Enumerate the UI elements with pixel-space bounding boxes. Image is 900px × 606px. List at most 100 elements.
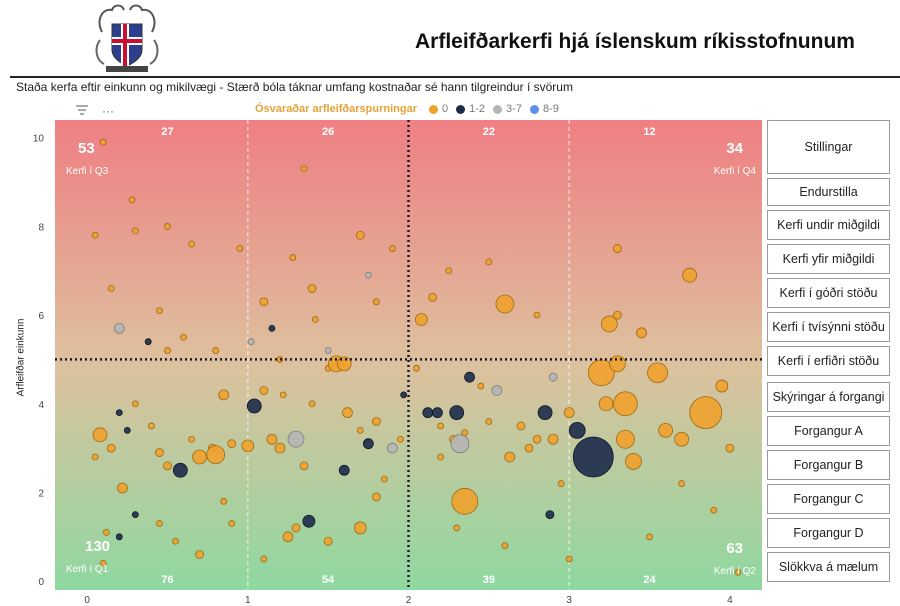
y-tick-label: 4 — [38, 400, 44, 411]
data-point — [338, 464, 350, 476]
quadrant-q3-count: 53 — [78, 140, 95, 157]
more-options-icon[interactable]: ··· — [102, 104, 114, 118]
data-point — [107, 285, 115, 292]
filter-icon[interactable] — [76, 104, 88, 118]
data-point — [682, 267, 698, 283]
data-point — [324, 347, 332, 354]
data-point — [533, 311, 541, 319]
data-point — [516, 421, 526, 431]
data-point — [180, 333, 187, 341]
legend-label-1-2[interactable]: 1-2 — [469, 103, 486, 115]
data-point — [103, 528, 110, 536]
legend-label-8-9[interactable]: 8-9 — [542, 103, 559, 115]
panel-button-forgangur-a[interactable]: Forgangur A — [767, 416, 890, 446]
data-point — [453, 524, 461, 532]
quadrant-q1-count: 130 — [85, 538, 110, 555]
data-point — [372, 298, 380, 306]
header-divider — [10, 76, 900, 78]
data-point — [524, 443, 534, 453]
panel-button-kerfi-undir-mi-gildi[interactable]: Kerfi undir miðgildi — [767, 210, 890, 240]
data-point — [572, 436, 614, 478]
data-point — [117, 482, 128, 494]
panel-button-kerfi-tv-s-nni-st-u[interactable]: Kerfi í tvísýnni stöðu — [767, 312, 890, 342]
data-point — [557, 480, 565, 487]
data-point — [449, 405, 465, 421]
legend-label-3-7[interactable]: 3-7 — [506, 103, 522, 115]
visual-toolbar: ··· — [76, 104, 114, 118]
top-segment-count: 27 — [161, 126, 173, 138]
data-point — [148, 422, 155, 430]
data-point — [246, 398, 262, 414]
y-tick-label: 6 — [38, 311, 44, 322]
bottom-segment-count: 39 — [483, 574, 495, 586]
data-point — [282, 531, 294, 543]
data-point — [227, 439, 237, 449]
panel-button-kerfi-g-ri-st-u[interactable]: Kerfi í góðri stöðu — [767, 278, 890, 308]
data-point — [734, 568, 742, 576]
data-point — [212, 347, 220, 354]
data-point — [291, 523, 301, 533]
data-point — [287, 430, 305, 448]
data-point — [300, 165, 308, 173]
data-point — [92, 427, 108, 443]
data-point — [432, 407, 443, 419]
data-point — [99, 138, 107, 146]
data-point — [568, 421, 586, 439]
top-segment-count: 12 — [643, 126, 655, 138]
x-tick-label: 1 — [245, 595, 251, 606]
data-point — [565, 555, 573, 563]
quadrant-q2-label: Kerfi í Q2 — [714, 566, 757, 577]
data-point — [598, 396, 614, 412]
panel-button-sk-ringar-forgangi[interactable]: Skýringar á forgangi — [767, 382, 890, 412]
data-point — [445, 267, 453, 275]
data-point — [131, 400, 139, 408]
bottom-segment-count: 76 — [161, 574, 173, 586]
data-point — [563, 407, 575, 419]
data-point — [218, 389, 230, 401]
data-point — [674, 431, 690, 447]
data-point — [188, 435, 195, 443]
data-point — [302, 514, 316, 528]
legend-swatch-3-7 — [493, 104, 503, 114]
data-point — [437, 422, 445, 430]
data-point — [501, 542, 509, 550]
data-point — [172, 537, 179, 545]
legend-label-0[interactable]: 0 — [442, 103, 449, 115]
panel-button-stillingar[interactable]: Stillingar — [767, 120, 890, 174]
data-point — [311, 316, 319, 323]
panel-button-kerfi-erfi-ri-st-u[interactable]: Kerfi í erfiðri stöðu — [767, 346, 890, 376]
data-point — [612, 244, 622, 253]
data-point — [144, 338, 152, 346]
data-point — [353, 521, 367, 535]
data-point — [548, 372, 558, 382]
data-point — [156, 520, 163, 527]
data-point — [260, 555, 268, 563]
data-point — [504, 451, 516, 463]
chart-subtitle: Staða kerfa eftir einkunn og mikilvægi -… — [16, 80, 573, 94]
data-point — [616, 429, 635, 449]
data-point — [115, 533, 123, 541]
y-tick-label: 0 — [38, 577, 44, 588]
data-point — [428, 292, 438, 302]
bottom-segment-count: 54 — [322, 574, 335, 586]
coat-of-arms-logo — [92, 2, 162, 74]
bottom-segment-count: 24 — [643, 574, 656, 586]
data-point — [131, 511, 139, 519]
data-point — [336, 356, 352, 372]
data-point — [647, 362, 668, 384]
panel-button-forgangur-c[interactable]: Forgangur C — [767, 484, 890, 514]
data-point — [380, 475, 388, 483]
panel-button-kerfi-yfir-mi-gildi[interactable]: Kerfi yfir miðgildi — [767, 244, 890, 274]
panel-button-forgangur-d[interactable]: Forgangur D — [767, 518, 890, 548]
x-tick-label: 4 — [727, 595, 733, 606]
legend-title: Ósvaraðar arfleifðarspurningar — [255, 103, 418, 115]
top-segment-count: 22 — [483, 126, 495, 138]
panel-button-endurstilla[interactable]: Endurstilla — [767, 178, 890, 206]
panel-button-sl-kkva-m-lum[interactable]: Slökkva á mælum — [767, 552, 890, 582]
data-point — [236, 245, 244, 252]
data-point — [397, 435, 404, 443]
data-point — [131, 227, 139, 235]
y-tick-label: 10 — [33, 134, 45, 145]
data-point — [413, 364, 420, 372]
panel-button-forgangur-b[interactable]: Forgangur B — [767, 450, 890, 480]
